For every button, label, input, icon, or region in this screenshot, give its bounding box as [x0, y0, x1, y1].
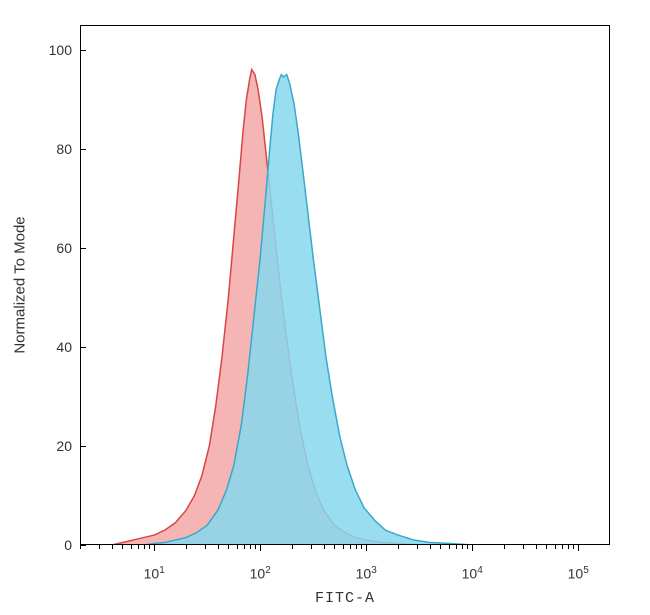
x-tick-mark-minor [562, 545, 563, 549]
x-tick-mark-minor [462, 545, 463, 549]
x-tick-mark-minor [361, 545, 362, 549]
x-tick-mark [472, 545, 473, 551]
x-tick-mark-minor [343, 545, 344, 549]
x-tick-mark-minor [205, 545, 206, 549]
x-tick-mark-minor [555, 545, 556, 549]
y-tick-mark [80, 347, 86, 348]
y-axis-label: Normalized To Mode [12, 216, 29, 353]
x-tick-mark-minor [237, 545, 238, 549]
x-tick-mark-minor [573, 545, 574, 549]
y-tick-label: 0 [64, 537, 72, 553]
x-tick-mark-minor [292, 545, 293, 549]
x-tick-mark-minor [398, 545, 399, 549]
y-tick-mark [80, 248, 86, 249]
x-tick-mark-minor [112, 545, 113, 549]
x-tick-mark-minor [218, 545, 219, 549]
x-tick-mark-minor [324, 545, 325, 549]
y-tick-mark [80, 149, 86, 150]
x-axis-label: FITC-A [315, 590, 375, 607]
x-tick-mark-minor [138, 545, 139, 549]
y-tick-label: 40 [56, 339, 72, 355]
chart-container [80, 25, 610, 545]
x-tick-mark-minor [255, 545, 256, 549]
x-tick-mark [154, 545, 155, 551]
x-tick-mark-minor [186, 545, 187, 549]
x-tick-mark-minor [449, 545, 450, 549]
x-tick-mark-minor [546, 545, 547, 549]
x-tick-mark-minor [456, 545, 457, 549]
x-tick-mark [366, 545, 367, 551]
x-tick-mark-minor [228, 545, 229, 549]
x-tick-mark-minor [144, 545, 145, 549]
x-tick-mark [260, 545, 261, 551]
y-tick-mark [80, 50, 86, 51]
x-tick-mark-minor [131, 545, 132, 549]
x-tick-mark-minor [80, 545, 81, 549]
x-tick-mark-minor [568, 545, 569, 549]
y-tick-label: 20 [56, 438, 72, 454]
x-tick-mark-minor [334, 545, 335, 549]
x-tick-label: 105 [568, 565, 589, 582]
x-tick-mark-minor [149, 545, 150, 549]
x-tick-mark-minor [122, 545, 123, 549]
x-tick-mark-minor [350, 545, 351, 549]
x-tick-mark-minor [536, 545, 537, 549]
x-tick-mark-minor [504, 545, 505, 549]
x-tick-mark-minor [244, 545, 245, 549]
x-axis-line [80, 544, 610, 545]
x-tick-mark-minor [467, 545, 468, 549]
y-tick-label: 60 [56, 240, 72, 256]
x-tick-label: 102 [250, 565, 271, 582]
x-tick-mark-minor [311, 545, 312, 549]
plot-border [80, 25, 610, 545]
x-tick-label: 103 [356, 565, 377, 582]
y-axis-line [80, 26, 81, 546]
x-tick-mark-minor [430, 545, 431, 549]
x-tick-mark-minor [250, 545, 251, 549]
x-tick-mark-minor [356, 545, 357, 549]
x-tick-mark [578, 545, 579, 551]
y-tick-label: 100 [49, 42, 72, 58]
x-tick-mark-minor [99, 545, 100, 549]
x-tick-mark-minor [523, 545, 524, 549]
x-tick-label: 101 [144, 565, 165, 582]
x-tick-mark-minor [440, 545, 441, 549]
y-tick-mark [80, 446, 86, 447]
x-tick-label: 104 [462, 565, 483, 582]
x-tick-mark-minor [417, 545, 418, 549]
y-tick-label: 80 [56, 141, 72, 157]
